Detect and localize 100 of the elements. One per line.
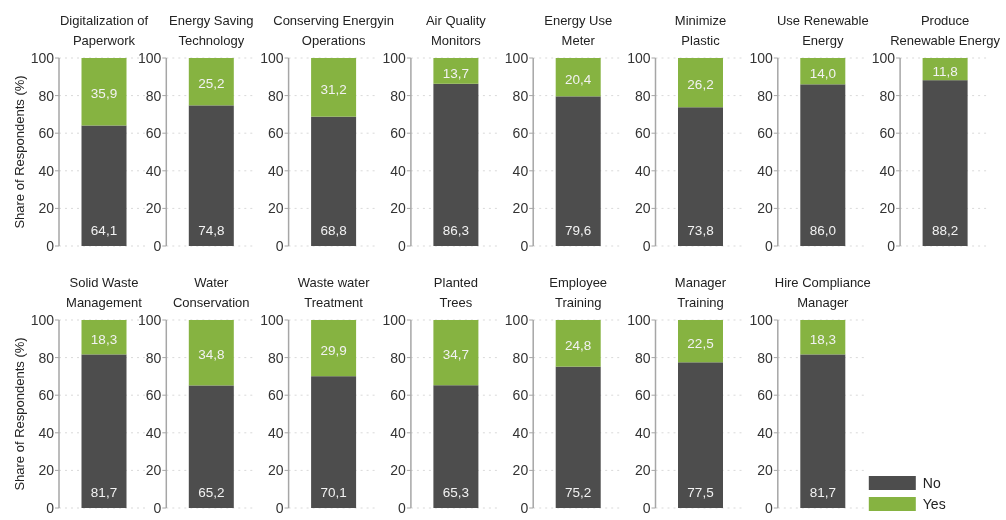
y-tick-label: 40: [38, 424, 55, 441]
y-tick-label: 40: [38, 162, 55, 179]
y-tick-label: 60: [512, 125, 529, 142]
y-tick-label: 0: [520, 499, 529, 516]
y-tick-label: 60: [38, 387, 55, 404]
data-label: 34,8: [198, 347, 225, 363]
data-label: 86,0: [809, 222, 836, 238]
y-tick-label: 100: [749, 311, 774, 328]
y-tick-label: 60: [38, 125, 55, 142]
y-tick-label: 60: [268, 387, 284, 404]
y-tick-label: 40: [512, 162, 529, 179]
y-tick-label: 80: [879, 87, 896, 104]
y-tick-label: 100: [137, 311, 162, 328]
y-tick-label: 0: [642, 499, 651, 516]
data-label: 20,4: [565, 71, 592, 87]
y-tick-label: 80: [634, 87, 651, 104]
data-label: 75,2: [565, 484, 592, 500]
y-tick-label: 40: [879, 162, 896, 179]
data-label: 31,2: [320, 82, 347, 98]
y-tick-label: 0: [887, 237, 896, 254]
y-tick-label: 80: [268, 87, 284, 104]
y-tick-label: 0: [765, 237, 773, 254]
data-label: 24,8: [565, 338, 592, 354]
y-tick-label: 20: [390, 200, 407, 217]
y-tick-label: 80: [512, 87, 529, 104]
y-tick-label: 100: [627, 49, 651, 66]
y-axis-title: Share of Respondents (%): [11, 337, 27, 491]
y-tick-label: 100: [749, 49, 774, 66]
y-tick-label: 80: [390, 349, 407, 366]
y-tick-label: 0: [398, 499, 407, 516]
y-tick-label: 100: [504, 311, 529, 328]
y-tick-label: 0: [765, 499, 773, 516]
y-tick-label: 20: [757, 200, 774, 217]
y-tick-label: 20: [634, 462, 651, 479]
data-label: 64,1: [90, 222, 118, 238]
y-tick-label: 100: [260, 311, 284, 328]
chart-title: Hire Compliance Manager: [774, 275, 871, 310]
y-tick-label: 60: [145, 387, 162, 404]
y-tick-label: 0: [520, 237, 529, 254]
y-tick-label: 80: [634, 349, 651, 366]
data-label: 81,7: [90, 484, 118, 500]
chart-title: Solid Waste Management: [66, 275, 143, 310]
y-tick-label: 20: [512, 200, 529, 217]
y-tick-label: 0: [153, 499, 162, 516]
y-tick-label: 0: [153, 237, 162, 254]
y-tick-label: 20: [268, 462, 284, 479]
chart-title: Use Renewable Energy: [776, 13, 869, 48]
data-label: 18,3: [809, 331, 836, 347]
data-label: 26,2: [687, 77, 714, 93]
y-tick-label: 60: [390, 125, 407, 142]
y-tick-label: 40: [268, 162, 284, 179]
legend-label: No: [922, 474, 941, 491]
y-tick-label: 80: [512, 349, 529, 366]
y-tick-label: 60: [390, 387, 407, 404]
y-tick-label: 60: [757, 125, 774, 142]
y-tick-label: 20: [38, 200, 55, 217]
y-tick-label: 20: [512, 462, 529, 479]
chart-title: Conserving Energyin Operations: [273, 13, 394, 48]
y-tick-label: 60: [634, 387, 651, 404]
y-tick-label: 100: [871, 49, 896, 66]
data-label: 86,3: [442, 222, 470, 238]
data-label: 13,7: [442, 65, 470, 81]
data-label: 79,6: [565, 222, 592, 238]
y-tick-label: 40: [512, 424, 529, 441]
chart-title: Employee Training: [549, 275, 608, 310]
data-label: 35,9: [90, 86, 118, 102]
y-tick-label: 100: [260, 49, 284, 66]
data-label: 11,8: [932, 63, 958, 79]
y-tick-label: 40: [145, 424, 162, 441]
y-tick-label: 100: [504, 49, 529, 66]
y-tick-label: 20: [145, 462, 162, 479]
data-label: 25,2: [198, 76, 225, 92]
y-tick-label: 40: [268, 424, 284, 441]
y-tick-label: 40: [757, 162, 774, 179]
chart-title: Minimize Plastic: [674, 13, 727, 48]
y-tick-label: 40: [634, 424, 651, 441]
chart-title: Produce Renewable Energy: [890, 13, 1001, 48]
chart-title: Energy Use Meter: [544, 13, 613, 48]
data-label: 65,3: [442, 484, 470, 500]
y-tick-label: 20: [38, 462, 55, 479]
y-tick-label: 20: [268, 200, 284, 217]
chart-title: Waste water Treatment: [297, 275, 371, 310]
data-label: 68,8: [320, 222, 347, 238]
y-tick-label: 80: [145, 349, 162, 366]
y-tick-label: 60: [879, 125, 896, 142]
data-label: 29,9: [320, 342, 347, 358]
y-tick-label: 80: [757, 349, 774, 366]
data-label: 81,7: [809, 484, 836, 500]
chart-title: Water Conservation: [173, 275, 250, 310]
y-tick-label: 0: [642, 237, 651, 254]
data-label: 74,8: [198, 222, 225, 238]
chart-title: Digitalization of Paperwork: [59, 13, 149, 48]
data-label: 88,2: [931, 222, 959, 238]
y-tick-label: 100: [30, 49, 55, 66]
y-tick-label: 80: [757, 87, 774, 104]
data-label: 77,5: [687, 484, 714, 500]
y-axis-title: Share of Respondents (%): [11, 75, 27, 229]
y-tick-label: 100: [382, 49, 407, 66]
y-tick-label: 60: [512, 387, 529, 404]
y-tick-label: 40: [390, 424, 407, 441]
